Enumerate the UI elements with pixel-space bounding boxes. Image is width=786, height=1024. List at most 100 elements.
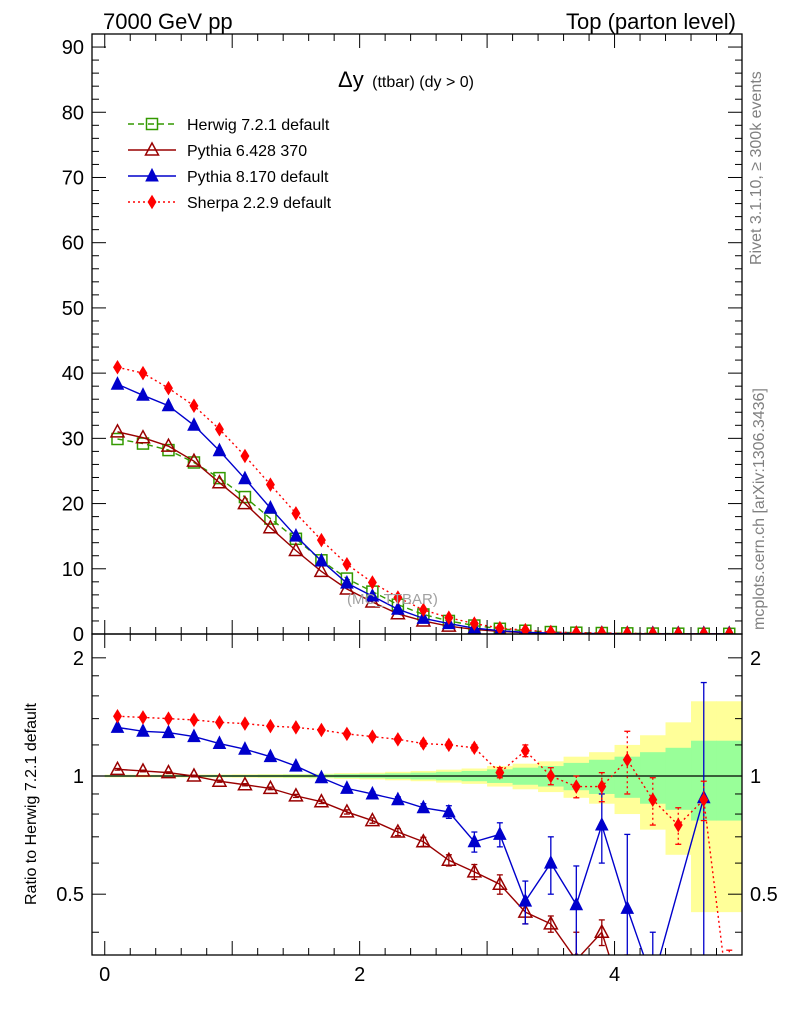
ratio-point	[594, 816, 609, 831]
ratio-point	[418, 736, 428, 751]
data-point	[367, 575, 377, 590]
ratio-point	[212, 735, 227, 750]
ratio-point	[594, 923, 610, 938]
legend-label: Herwig 7.2.1 default	[187, 117, 330, 134]
ratio-point	[342, 726, 352, 742]
ratio-point	[164, 711, 173, 726]
ratio-point	[673, 817, 683, 833]
data-point	[164, 380, 173, 396]
band-inner-bin	[665, 747, 692, 810]
data-point	[342, 556, 352, 572]
legend-label: Pythia 8.170 default	[187, 169, 329, 186]
ratio-point	[518, 893, 533, 907]
data-point	[699, 626, 709, 634]
x-tick-label: 0	[99, 964, 110, 986]
legend: Herwig 7.2.1 default Pythia 6.428 370 Pyth…	[128, 117, 332, 212]
ratio-point	[647, 974, 659, 986]
data-point	[109, 423, 126, 438]
legend-marker	[145, 167, 159, 182]
data-point	[597, 625, 607, 634]
data-point	[263, 500, 278, 514]
ratio-series-pythia-8-170-default	[110, 681, 711, 986]
ratio-point	[441, 851, 457, 867]
y-tick-label: 40	[62, 363, 84, 385]
data-point	[391, 601, 405, 615]
ratio-point	[211, 772, 228, 787]
data-point	[160, 437, 177, 452]
x-tick-label: 2	[354, 964, 365, 986]
data-point	[187, 456, 201, 469]
ratio-point	[138, 710, 148, 725]
y-tick-label: 10	[62, 559, 84, 581]
ratio-point	[469, 740, 479, 756]
y-tick-label: 30	[62, 428, 84, 450]
ratio-point	[621, 1005, 634, 1017]
ratio-point	[109, 760, 126, 776]
ratio-point	[214, 715, 224, 730]
header-left: 7000 GeV pp	[103, 9, 233, 34]
main-panel: 0 10 20 30 40 50 60 70 80 90 (MC_TTBAR) Δy (ttbar…	[62, 33, 743, 646]
ratio-point	[367, 729, 377, 744]
watermark: (MC_TTBAR)	[347, 591, 438, 608]
ratio-point	[289, 757, 303, 772]
data-point	[546, 624, 556, 634]
data-point	[393, 590, 403, 605]
data-point	[238, 470, 252, 485]
plot-title: Δy (ttbar) (dy > 0)	[338, 67, 474, 92]
data-point	[110, 376, 125, 390]
ratio-point	[492, 875, 508, 891]
data-point	[520, 622, 530, 634]
ratio-y-tick-label-right: 2	[750, 648, 761, 670]
x-tick-label: 4	[609, 964, 620, 986]
ratio-point	[364, 811, 381, 827]
data-point	[262, 519, 279, 534]
ratio-point	[316, 722, 326, 738]
ratio-point	[393, 732, 403, 747]
ratio-point	[520, 743, 530, 758]
ratio-point	[442, 803, 456, 818]
ratio-point	[288, 787, 304, 802]
ratio-panel: 0.5 0.5 1 1 2 2 0 2 4 Ratio to Herwig 7.2.1 defa…	[23, 633, 778, 1017]
ratio-point	[365, 785, 380, 800]
data-point	[313, 562, 330, 578]
ratio-point	[466, 863, 483, 878]
data-point	[571, 625, 581, 634]
ratio-point	[187, 728, 201, 743]
ratio-y-tick-label: 2	[73, 648, 84, 670]
ratio-point	[546, 768, 556, 784]
ratio-point	[313, 793, 330, 808]
ratio-y-tick-label-right: 0.5	[750, 884, 778, 906]
ratio-point	[136, 723, 150, 737]
data-point	[186, 452, 202, 467]
ratio-point	[189, 712, 199, 728]
data-point	[673, 626, 683, 634]
rivet-label: Rivet 3.1.10, ≥ 300k events	[748, 71, 765, 265]
y-tick-label: 80	[62, 102, 84, 124]
ratio-y-tick-label: 0.5	[56, 884, 84, 906]
ratio-point	[340, 780, 354, 794]
ratio-series-sherpa-2-2-9-default	[113, 708, 733, 955]
legend-marker	[145, 117, 159, 131]
data-point	[648, 626, 658, 634]
data-point	[237, 494, 253, 510]
ratio-point	[160, 764, 177, 779]
plot-title-main: Δy	[338, 67, 364, 92]
data-point	[111, 432, 124, 446]
data-point	[138, 365, 148, 381]
ratio-y-tick-label: 1	[73, 766, 84, 788]
legend-item: Pythia 8.170 default	[128, 167, 329, 186]
ratio-point	[495, 765, 505, 780]
ratio-y-tick-label-right: 1	[750, 766, 761, 788]
ratio-point	[699, 792, 709, 808]
ratio-point	[648, 792, 658, 808]
ratio-point	[444, 737, 454, 753]
ratio-point	[543, 915, 559, 930]
ratio-point	[416, 799, 431, 814]
legend-marker	[144, 141, 160, 156]
ratio-series-pythia-6-428-370	[109, 760, 634, 1017]
y-tick-label: 70	[62, 167, 84, 189]
data-point	[340, 575, 354, 589]
y-tick-label: 60	[62, 233, 84, 255]
data-point	[724, 626, 734, 634]
